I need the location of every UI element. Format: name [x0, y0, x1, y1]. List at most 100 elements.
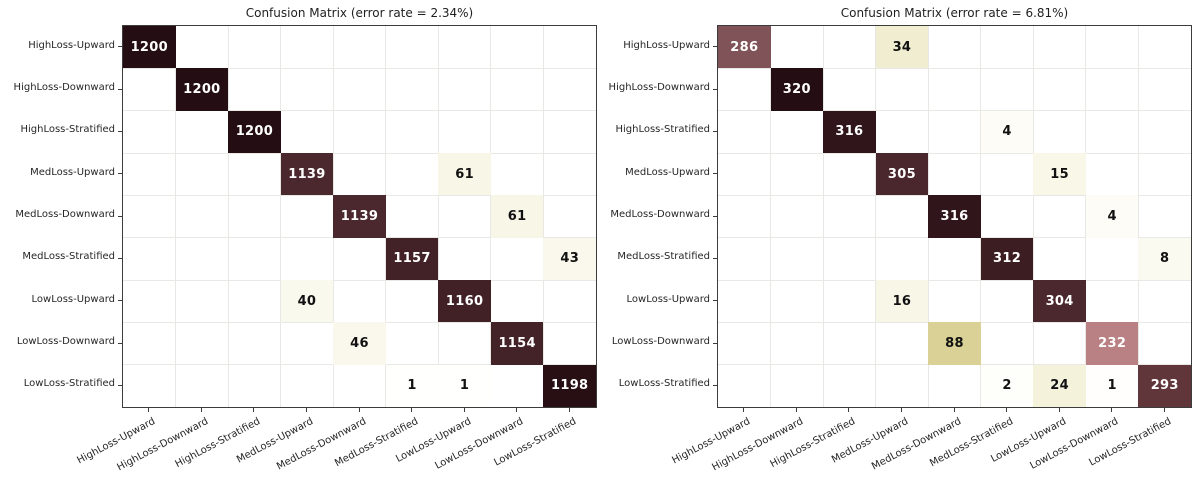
cell-value: 286: [730, 39, 759, 55]
grid-line: [770, 26, 772, 407]
tick-mark: [1163, 408, 1165, 412]
x-tick-label: MedLoss-Downward: [869, 416, 963, 473]
grid-line: [385, 26, 387, 407]
grid-line: [980, 26, 982, 407]
cell-value: 1200: [183, 81, 221, 97]
y-tick-label: MedLoss-Downward: [610, 209, 710, 220]
heatmap-cell: 43: [543, 237, 596, 280]
heatmap-cell: 304: [1033, 280, 1086, 323]
cell-value: 232: [1098, 335, 1127, 351]
cell-value: 320: [782, 81, 811, 97]
cell-value: 304: [1045, 293, 1074, 309]
cell-value: 1200: [130, 39, 168, 55]
cell-value: 1139: [288, 166, 326, 182]
heatmap-cell: 305: [875, 153, 929, 196]
grid-line: [718, 110, 1191, 112]
tick-mark: [411, 408, 413, 412]
cell-value: 316: [835, 124, 864, 140]
heatmap-cell: 88: [928, 322, 981, 365]
tick-mark: [118, 130, 122, 132]
grid-line: [175, 26, 177, 407]
heatmap-cell: 1: [438, 364, 491, 407]
chart-title: Confusion Matrix (error rate = 2.34%): [245, 6, 474, 20]
tick-mark: [713, 342, 717, 344]
cell-value: 8: [1160, 251, 1170, 267]
tick-mark: [713, 46, 717, 48]
heatmap-cell: 1154: [490, 322, 544, 365]
y-tick-label: LowLoss-Stratified: [23, 378, 115, 390]
grid-line: [280, 26, 282, 407]
tick-mark: [148, 408, 150, 412]
grid-line: [437, 26, 439, 407]
y-tick-label: LowLoss-Upward: [626, 293, 711, 305]
cell-value: 4: [1002, 124, 1012, 140]
cell-value: 1200: [235, 124, 274, 140]
tick-mark: [118, 46, 122, 48]
cell-value: 46: [350, 335, 369, 351]
grid-line: [718, 237, 1191, 239]
cell-value: 1157: [393, 251, 431, 267]
tick-mark: [713, 300, 717, 302]
heatmap-cell: 286: [718, 26, 771, 69]
cell-value: 16: [892, 293, 912, 309]
y-tick-label: MedLoss-Upward: [625, 166, 710, 178]
heatmap-cell: 316: [928, 195, 981, 238]
tick-mark: [713, 257, 717, 259]
grid-line: [718, 67, 1191, 69]
heatmap-cell: 34: [875, 26, 929, 69]
heatmap-cell: 1139: [280, 153, 334, 196]
heatmap-cell: 1157: [385, 237, 439, 280]
heatmap-cell: 24: [1033, 364, 1086, 407]
cell-value: 1: [407, 378, 417, 394]
grid-line: [875, 26, 877, 407]
tick-mark: [200, 408, 202, 412]
heatmap-cell: 61: [438, 153, 491, 196]
tick-mark: [1058, 408, 1060, 412]
grid-line: [1137, 26, 1139, 407]
heatmap-cell: 316: [823, 110, 876, 153]
heatmap-cell: 1: [385, 364, 439, 407]
cell-value: 88: [945, 335, 964, 351]
tick-mark: [1006, 408, 1008, 412]
heatmap-cell: 320: [770, 68, 824, 111]
tick-mark: [743, 408, 745, 412]
cell-value: 1198: [551, 378, 589, 394]
y-tick-label: LowLoss-Stratified: [618, 378, 710, 390]
tick-mark: [118, 215, 122, 217]
cell-value: 1139: [340, 208, 379, 224]
cell-value: 4: [1107, 208, 1117, 224]
cell-value: 2: [1002, 378, 1012, 394]
heatmap-cell: 61: [490, 195, 544, 238]
y-tick-label: HighLoss-Upward: [28, 39, 115, 51]
grid-line: [123, 110, 596, 112]
tick-mark: [253, 408, 255, 412]
y-tick-label: MedLoss-Stratified: [22, 251, 115, 263]
heatmap-cell: 4: [980, 110, 1034, 153]
heatmap-cell: 293: [1138, 364, 1191, 407]
heatmap-cell: 1198: [543, 364, 596, 407]
y-tick-label: MedLoss-Stratified: [617, 251, 710, 263]
heatmap-cell: 1200: [175, 68, 229, 111]
heatmap-cell: 8: [1138, 237, 1191, 280]
cell-value: 293: [1150, 378, 1179, 394]
heatmap-cell: 40: [280, 280, 334, 323]
cell-value: 15: [1050, 166, 1069, 182]
tick-mark: [118, 300, 122, 302]
heatmap-cell: 1160: [438, 280, 491, 323]
heatmap-cell: 312: [980, 237, 1034, 280]
cell-value: 43: [560, 251, 580, 267]
y-tick-label: LowLoss-Upward: [31, 293, 116, 305]
grid-line: [542, 26, 544, 407]
heatmap-cell: 1: [1085, 364, 1139, 407]
heatmap-cell: 2: [980, 364, 1034, 407]
tick-mark: [118, 384, 122, 386]
tick-mark: [463, 408, 465, 412]
grid-line: [1032, 26, 1034, 407]
y-tick-label: HighLoss-Downward: [13, 82, 115, 93]
grid-line: [123, 279, 596, 281]
heatmap-cell: 4: [1085, 195, 1139, 238]
grid-line: [123, 237, 596, 239]
tick-mark: [900, 408, 902, 412]
